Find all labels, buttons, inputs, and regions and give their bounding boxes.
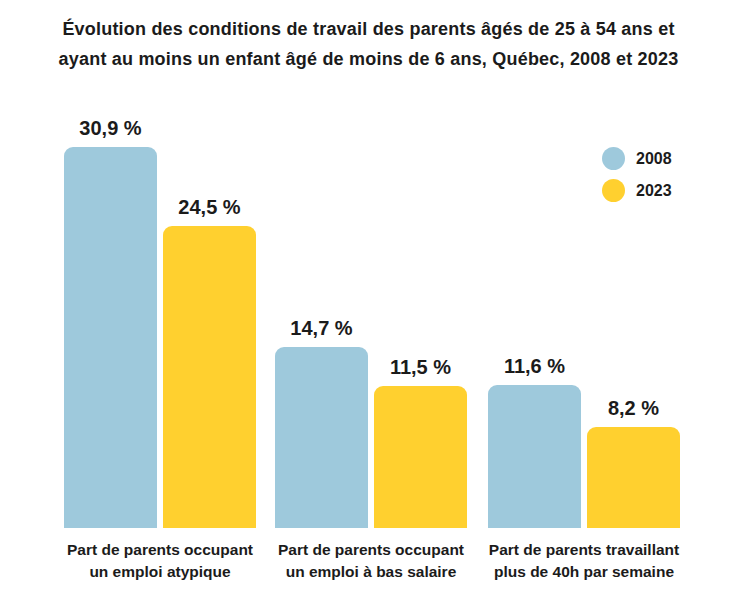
bar-2008-group-2 bbox=[275, 347, 368, 528]
chart-page: Évolution des conditions de travail des … bbox=[0, 0, 737, 614]
category-label-3: Part de parents travaillantplus de 40h p… bbox=[459, 539, 709, 583]
bar-2023-group-1 bbox=[163, 226, 256, 528]
bar-value-2008-group-2: 14,7 % bbox=[275, 317, 368, 340]
legend-swatch-2008-icon bbox=[602, 147, 625, 170]
legend-label-2008: 2008 bbox=[636, 150, 672, 168]
bar-chart: 30,9 %24,5 %Part de parents occupantun e… bbox=[0, 0, 737, 614]
bar-value-2008-group-3: 11,6 % bbox=[488, 355, 581, 378]
bar-2023-group-3 bbox=[587, 427, 680, 528]
bar-value-2023-group-3: 8,2 % bbox=[587, 397, 680, 420]
category-label-line: Part de parents travaillant bbox=[459, 539, 709, 561]
bar-2023-group-2 bbox=[374, 386, 467, 528]
legend-item-2023: 2023 bbox=[602, 179, 672, 202]
bar-2008-group-1 bbox=[64, 147, 157, 528]
category-label-line: plus de 40h par semaine bbox=[459, 561, 709, 583]
bar-value-2023-group-1: 24,5 % bbox=[163, 196, 256, 219]
bar-value-2023-group-2: 11,5 % bbox=[374, 356, 467, 379]
bar-value-2008-group-1: 30,9 % bbox=[64, 117, 157, 140]
legend-label-2023: 2023 bbox=[636, 182, 672, 200]
legend-swatch-2023-icon bbox=[602, 179, 625, 202]
bar-2008-group-3 bbox=[488, 385, 581, 528]
legend-item-2008: 2008 bbox=[602, 147, 672, 170]
legend: 2008 2023 bbox=[602, 147, 672, 211]
